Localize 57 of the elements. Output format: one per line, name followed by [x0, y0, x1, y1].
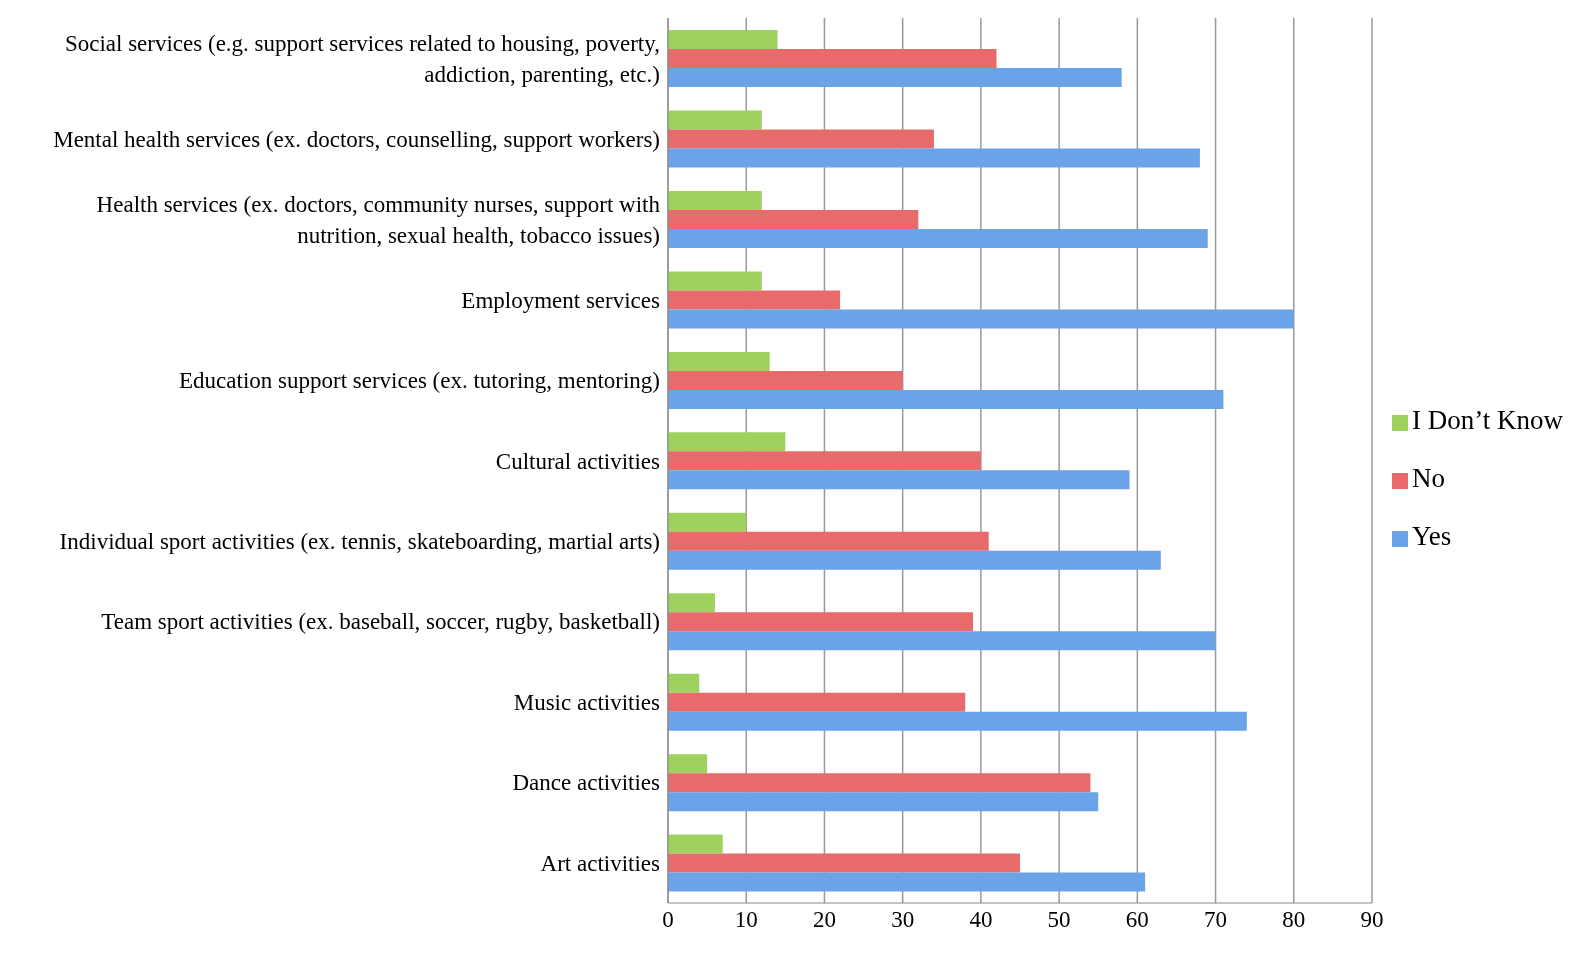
x-tick-label: 50 — [1047, 907, 1071, 933]
bar — [668, 30, 778, 50]
y-tick-label: Mental health services (ex. doctors, counselling, support workers) — [53, 126, 660, 152]
x-tick-label: 40 — [969, 907, 993, 933]
x-tick-label: 10 — [734, 907, 758, 933]
bar — [668, 148, 1200, 168]
y-tick-label: Employment services — [461, 287, 661, 313]
bar — [668, 290, 841, 310]
legend-label: I Don’t Know — [1412, 405, 1563, 435]
legend-label: No — [1412, 463, 1445, 493]
x-tick-label: 90 — [1360, 907, 1384, 933]
bar — [668, 309, 1294, 329]
y-tick-label: Team sport activities (ex. baseball, soccer, rugby, basketball) — [101, 609, 660, 635]
y-tick-label: Social services (e.g. support services related to housing, poverty, addiction, parenting, etc.) — [64, 30, 660, 87]
bar — [668, 389, 1224, 409]
bar — [668, 49, 997, 69]
y-tick-label: Health services (ex. doctors, community nurses, support with nutrition, sexual health, tobacco issues) — [96, 191, 661, 248]
bar — [668, 129, 934, 149]
bar — [668, 512, 747, 532]
bar — [668, 853, 1020, 873]
y-tick-label: Education support services (ex. tutoring, mentoring) — [179, 368, 660, 394]
bar — [668, 834, 723, 854]
bar — [668, 370, 903, 390]
bar — [668, 773, 1091, 793]
bar — [668, 351, 770, 371]
y-tick-label: Dance activities — [512, 770, 661, 796]
bar — [668, 68, 1122, 88]
y-tick-label: Individual sport activities (ex. tennis, skateboarding, martial arts) — [59, 529, 660, 554]
bar — [668, 593, 715, 613]
bar — [668, 631, 1216, 651]
bar — [668, 531, 989, 551]
bar — [668, 692, 966, 712]
bar — [668, 792, 1099, 812]
bar — [668, 754, 708, 774]
bar — [668, 673, 700, 693]
bar — [668, 209, 919, 229]
bar — [668, 872, 1146, 892]
x-tick-label: 60 — [1125, 907, 1149, 933]
bar — [668, 612, 974, 632]
y-tick-label: Music activities — [513, 689, 661, 715]
bar — [668, 432, 786, 452]
x-tick-label: 20 — [812, 907, 836, 933]
legend-label: Yes — [1412, 521, 1452, 551]
x-tick-label: 0 — [662, 907, 674, 933]
x-tick-label: 30 — [891, 907, 915, 933]
bar — [668, 110, 762, 130]
x-tick-label: 70 — [1204, 907, 1228, 933]
bar — [668, 271, 762, 291]
bar — [668, 451, 981, 471]
bar — [668, 711, 1247, 731]
bar — [668, 470, 1130, 490]
x-tick-label: 80 — [1282, 907, 1306, 933]
y-tick-label: Cultural activities — [495, 448, 661, 474]
bar — [668, 550, 1161, 570]
bar — [668, 228, 1208, 248]
y-tick-label: Art activities — [540, 850, 661, 876]
bar — [668, 190, 762, 210]
